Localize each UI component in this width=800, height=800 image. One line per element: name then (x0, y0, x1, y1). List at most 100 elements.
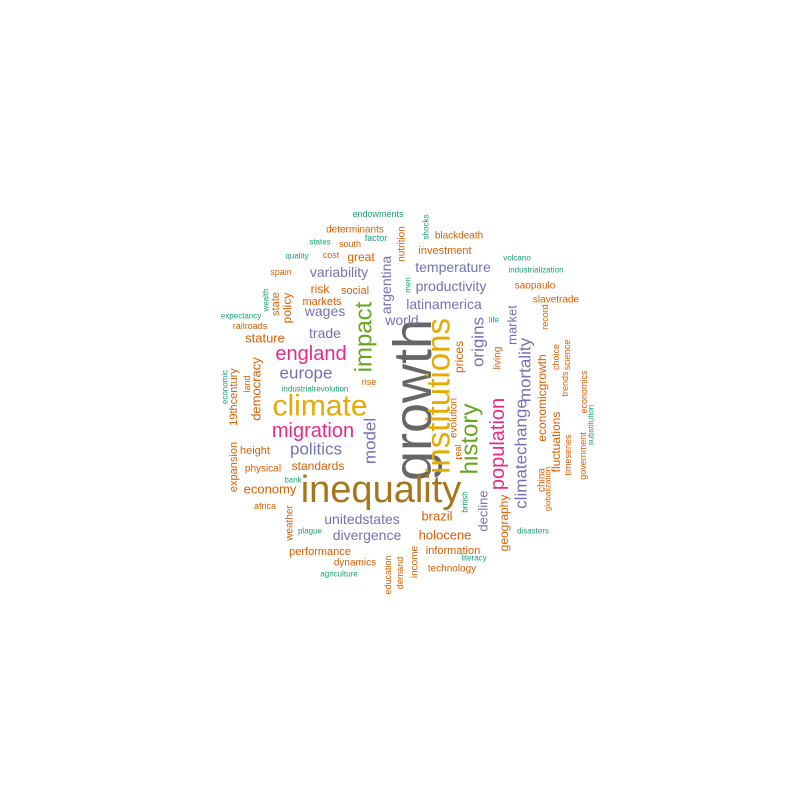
word-risk: risk (311, 282, 331, 296)
word-climatechange: climatechange (512, 399, 531, 509)
word-states: states (309, 238, 330, 247)
word-wages: wages (304, 303, 345, 319)
word-china: china (537, 468, 548, 492)
word-volcano: volcano (503, 254, 531, 263)
word-unitedstates: unitedstates (324, 511, 400, 527)
word-government: government (578, 432, 588, 480)
word-economic: economic (221, 370, 230, 404)
word-growth: growth (383, 319, 443, 481)
word-industrialization: industrialization (508, 266, 563, 275)
word-europe: europe (280, 364, 333, 383)
word-cost: cost (323, 250, 340, 260)
word-world: world (384, 312, 418, 328)
word-climate: climate (272, 390, 367, 423)
word-prices: prices (452, 341, 466, 373)
word-latinamerica: latinamerica (406, 296, 482, 312)
word-literacy: literacy (461, 554, 486, 563)
word-railroads: railroads (233, 321, 268, 331)
word-agriculture: agriculture (320, 570, 358, 579)
word-economy: economy (244, 482, 297, 497)
word-record: record (540, 304, 550, 330)
word-trends: trends (560, 371, 570, 397)
word-policy: policy (280, 293, 294, 324)
word-impact: impact (351, 301, 378, 372)
word-origins: origins (469, 317, 488, 367)
word-investment: investment (418, 245, 471, 257)
word-africa: africa (254, 501, 276, 511)
word-dynamics: dynamics (334, 558, 376, 569)
word-real: real (453, 444, 463, 459)
word-science: science (562, 340, 572, 371)
word-holocene: holocene (419, 528, 472, 543)
word-technology: technology (428, 564, 476, 575)
word-argentina: argentina (378, 256, 394, 315)
word-institutions: institutions (420, 318, 457, 474)
word-social: social (341, 285, 369, 297)
word-south: south (339, 239, 361, 249)
word-inequality: inequality (301, 469, 462, 511)
word-evolution: evolution (449, 398, 460, 438)
word-expansion: expansion (228, 442, 240, 492)
word-saopaulo: saopaulo (515, 281, 556, 292)
word-rise: rise (362, 377, 377, 387)
word-industrialrevolution: industrialrevolution (282, 385, 349, 394)
word-choice: choice (551, 344, 561, 370)
word-variability: variability (310, 264, 368, 280)
word-productivity: productivity (416, 278, 487, 294)
word-divergence: divergence (333, 527, 402, 543)
word-mortality: mortality (516, 337, 535, 402)
word-substitution: substitution (587, 405, 596, 445)
word-factor: factor (365, 233, 388, 243)
word-weather: weather (285, 505, 296, 542)
word-economics: economics (579, 370, 589, 414)
word-expectancy: expectancy (221, 312, 261, 321)
word-population: population (487, 398, 509, 490)
word-decline: decline (476, 490, 491, 531)
word-history: history (457, 404, 484, 475)
word-temperature: temperature (415, 259, 491, 275)
word-living: living (493, 347, 504, 370)
word-england: england (275, 343, 346, 365)
word-british: british (461, 491, 470, 512)
word-performance: performance (289, 546, 351, 558)
word-plague: plague (298, 527, 323, 536)
word-income: income (410, 545, 421, 578)
word-globalization: globalization (544, 467, 553, 511)
word-information: information (426, 545, 480, 557)
word-democracy: democracy (249, 357, 264, 421)
word-education: education (383, 555, 393, 594)
word-wealth: wealth (262, 288, 271, 312)
word-economicgrowth: economicgrowth (535, 354, 549, 441)
word-market: market (505, 305, 520, 345)
word-state: state (270, 292, 282, 316)
word-great: great (347, 250, 375, 264)
word-markets: markets (302, 296, 342, 308)
word-endowments: endowments (352, 209, 404, 219)
word-geography: geography (497, 495, 511, 552)
word-disasters: disasters (517, 527, 549, 536)
word-19thcentury: 19thcentury (228, 368, 240, 426)
word-standards: standards (292, 459, 345, 473)
word-physical: physical (245, 464, 281, 475)
word-model: model (361, 418, 380, 464)
word-fluctuations: fluctuations (549, 412, 563, 473)
word-quality: quality (285, 252, 308, 261)
word-brazil: brazil (421, 509, 452, 524)
word-spain: spain (270, 267, 292, 277)
word-politics: politics (290, 440, 342, 459)
word-life: life (489, 316, 500, 325)
word-nutrition: nutrition (397, 226, 408, 262)
word-slavetrade: slavetrade (533, 295, 580, 306)
word-timeseries: timeseries (563, 434, 573, 476)
word-demand: demand (395, 557, 405, 590)
word-determinants: determinants (326, 225, 384, 236)
word-land: land (242, 375, 252, 392)
word-height: height (240, 445, 270, 457)
word-bank: bank (284, 476, 302, 485)
word-men: men (404, 277, 413, 293)
word-trade: trade (309, 325, 341, 341)
word-shocks: shocks (422, 215, 431, 240)
word-blackdeath: blackdeath (435, 231, 483, 242)
word-stature: stature (245, 331, 285, 346)
